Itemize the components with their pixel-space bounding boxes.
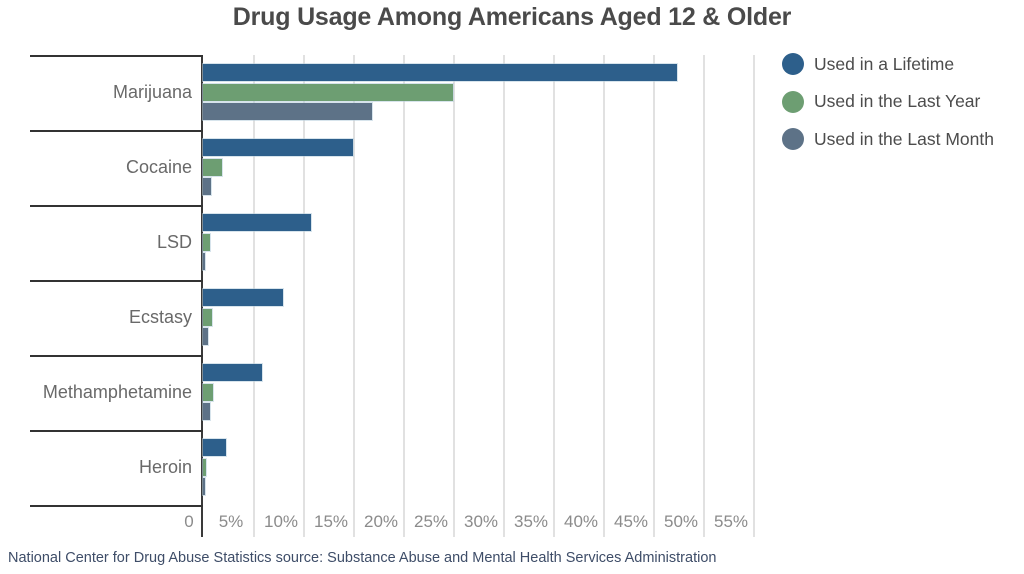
bar [203,64,677,81]
legend-item: Used in a Lifetime [782,52,954,76]
bar [203,139,353,156]
row-separator [30,505,203,507]
x-tick-label: 55% [713,512,749,531]
bar [203,403,210,420]
legend-swatch-icon [782,128,804,150]
gridline [603,55,605,537]
row-separator [30,130,203,132]
category-label: Cocaine [125,157,192,177]
legend-item: Used in the Last Year [782,90,980,114]
x-tick-label: 40% [563,512,599,531]
bar [203,214,311,231]
bar [203,364,262,381]
x-tick-label: 35% [513,512,549,531]
row-separator [30,205,203,207]
category-label: Marijuana [112,82,192,102]
row-separator [30,55,203,57]
legend-label: Used in the Last Month [814,128,994,149]
x-tick-label: 10% [263,512,299,531]
bar [203,383,213,401]
legend-label: Used in the Last Year [814,91,981,111]
legend-swatch-icon [782,90,804,113]
gridline [753,55,755,537]
x-tick-label: 50% [663,512,699,531]
legend-swatch-icon [782,53,804,75]
bar [203,103,372,120]
gridline [653,55,655,537]
x-tick-label: 45% [613,512,649,531]
bar [203,233,210,251]
category-label: Heroin [138,457,192,477]
category-label: Methamphetamine [42,382,192,402]
bar [203,478,205,495]
legend-label: Used in a Lifetime [814,53,955,74]
gridline [553,55,555,537]
bar [203,253,205,270]
legend-item: Used in the Last Month [782,127,994,151]
bar [203,439,226,456]
gridline [453,55,455,537]
x-tick-label: 15% [313,512,349,531]
x-tick-label: 5% [218,512,244,531]
bar [203,458,206,476]
gridline [503,55,505,537]
gridline [303,55,305,537]
bar [203,83,453,101]
row-separator [30,280,203,282]
gridline [353,55,355,537]
x-tick-label: 25% [413,512,449,531]
row-separator [30,355,203,357]
bar [203,328,208,345]
gridline [403,55,405,537]
chart-title: Drug Usage Among Americans Aged 12 & Old… [232,3,792,31]
y-axis-line [201,55,203,537]
category-label: LSD [156,232,192,252]
bar [203,289,283,306]
bar [203,158,222,176]
x-tick-label: 0 [184,512,194,531]
bar [203,308,212,326]
row-separator [30,430,203,432]
source-attribution: National Center for Drug Abuse Statistic… [8,550,717,566]
x-tick-label: 20% [363,512,399,531]
gridline [703,55,705,537]
bar [203,178,211,195]
category-label: Ecstasy [128,307,192,327]
x-tick-label: 30% [463,512,499,531]
